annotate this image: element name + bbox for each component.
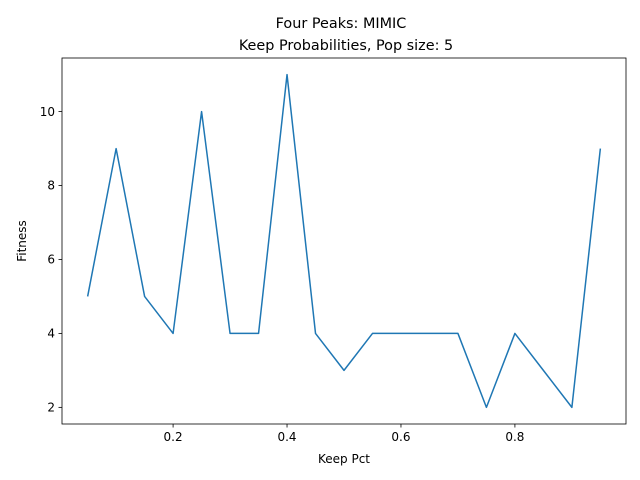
- plot-series: [86, 73, 602, 409]
- x-axis-ticks: 0.2 0.4 0.6 0.8: [164, 424, 524, 444]
- chart-title: Four Peaks: MIMIC: [276, 16, 407, 32]
- y-tick-label: 10: [40, 105, 55, 119]
- y-tick-label: 2: [47, 401, 55, 415]
- y-tick-label: 8: [47, 179, 55, 193]
- plot-area-frame: [61, 57, 627, 425]
- y-tick-label: 6: [47, 253, 55, 267]
- y-axis-ticks: 2 4 6 8 10: [40, 105, 62, 415]
- chart-subtitle: Keep Probabilities, Pop size: 5: [239, 38, 453, 54]
- y-tick-label: 4: [47, 327, 55, 341]
- x-tick-label: 0.4: [277, 430, 296, 444]
- x-axis-label: Keep Pct: [318, 452, 370, 466]
- x-tick-label: 0.6: [391, 430, 410, 444]
- x-tick-label: 0.2: [164, 430, 183, 444]
- x-tick-label: 0.8: [505, 430, 524, 444]
- y-axis-label: Fitness: [15, 220, 29, 262]
- series-line-0: [86, 73, 602, 409]
